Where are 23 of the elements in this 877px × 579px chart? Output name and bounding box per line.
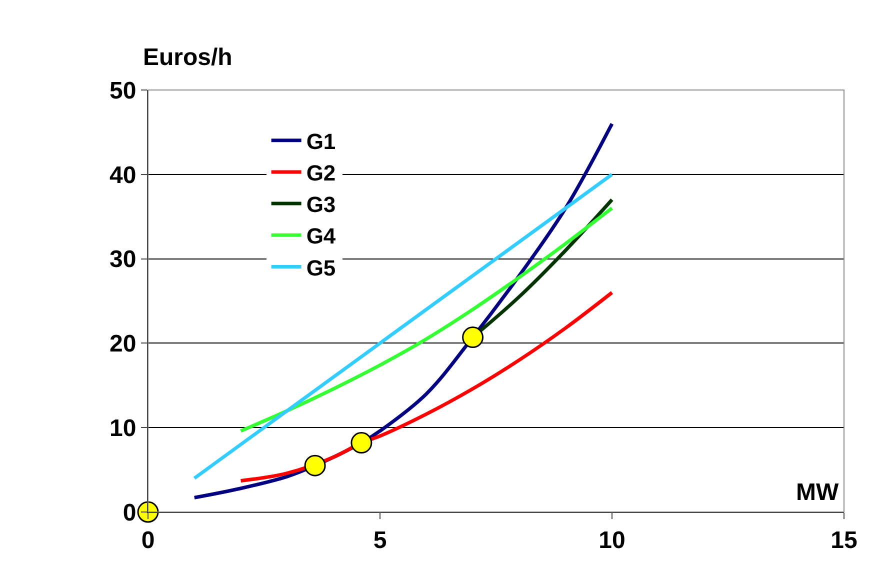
point	[462, 326, 484, 348]
y-tick-label: 10	[109, 415, 136, 442]
y-tick-label: 40	[109, 162, 136, 189]
legend-label: G5	[306, 255, 336, 280]
legend-label: G3	[306, 192, 336, 218]
y-axis-title: Euros/h	[143, 44, 232, 71]
legend-label: G4	[306, 224, 336, 249]
y-tick-label: 0	[122, 499, 136, 526]
x-tick-label: 15	[830, 526, 858, 554]
x-tick-label: 10	[598, 526, 626, 554]
y-tick-label: 50	[109, 77, 136, 104]
x-tick-label: 5	[373, 526, 387, 554]
line-series	[192, 122, 614, 500]
line-series	[239, 290, 614, 483]
point	[304, 454, 326, 476]
x-tick-label: 0	[141, 526, 155, 554]
y-tick-label: 30	[109, 246, 136, 274]
legend-label: G1	[306, 128, 336, 154]
x-axis-title: MW	[796, 479, 839, 506]
legend-label: G2	[306, 160, 336, 186]
point	[350, 432, 372, 454]
y-tick-label: 20	[109, 330, 136, 358]
point	[137, 501, 159, 523]
